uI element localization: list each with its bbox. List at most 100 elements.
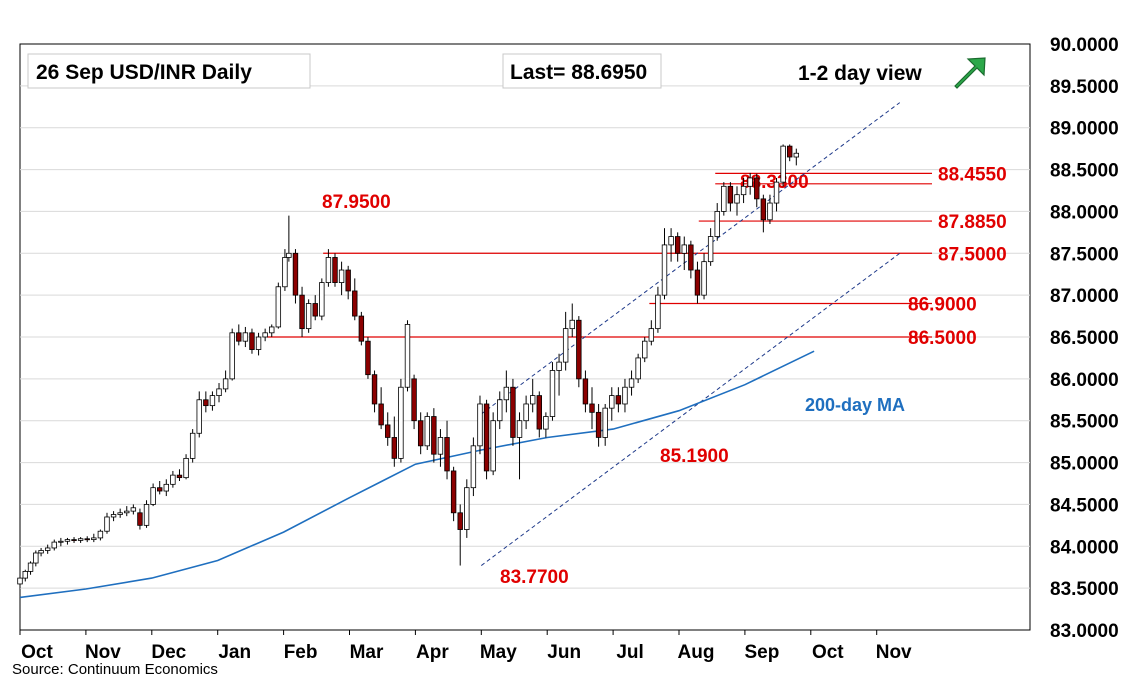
candle-body — [530, 395, 536, 405]
candle-body — [203, 399, 209, 407]
candle — [668, 228, 674, 262]
y-axis: 90.0000 89.5000 89.0000 88.5000 88.0000 87.50… — [1050, 35, 1119, 642]
candle-body — [622, 386, 628, 405]
candle — [589, 387, 595, 430]
candle — [137, 508, 143, 530]
y-tick-label: 86.5000 — [1050, 328, 1119, 349]
candle — [325, 249, 332, 287]
candle-body — [510, 386, 516, 438]
y-tick-label: 83.0000 — [1050, 621, 1119, 642]
candle — [124, 506, 130, 517]
candle-body — [628, 378, 635, 388]
candle-body — [754, 177, 760, 200]
candle-body — [483, 403, 490, 472]
candle — [229, 328, 235, 381]
candle-body — [163, 483, 169, 492]
candles — [17, 144, 800, 589]
x-tick-label: Sep — [744, 642, 779, 663]
candle-body — [64, 539, 71, 542]
candle-body — [417, 420, 424, 447]
candle — [549, 362, 556, 421]
candle-body — [305, 303, 312, 330]
level-label: 86.5000 — [908, 328, 977, 349]
candle — [648, 320, 655, 346]
candle-body — [536, 395, 542, 430]
x-tick-label: Feb — [284, 642, 318, 663]
candle — [503, 370, 510, 413]
candle-body — [450, 470, 457, 514]
candle-body — [497, 399, 503, 422]
candle — [58, 537, 64, 547]
candle — [391, 416, 398, 467]
candle — [22, 569, 28, 582]
level-label: 87.5000 — [938, 244, 1007, 265]
x-tick-label: Oct — [812, 642, 844, 663]
x-tick-label: Dec — [151, 642, 186, 663]
candle — [760, 194, 767, 233]
candle-body — [707, 236, 714, 263]
candle-body — [576, 319, 582, 380]
candle — [143, 500, 150, 528]
candle — [209, 391, 216, 411]
candle — [556, 353, 562, 396]
candle — [622, 378, 628, 413]
candle-body — [444, 437, 450, 472]
candle — [242, 326, 249, 348]
candle-body — [556, 361, 562, 371]
view-label: 1-2 day view — [798, 62, 922, 85]
candle-body — [71, 539, 77, 541]
candle — [51, 539, 57, 551]
x-axis: Oct Nov Dec Jan Feb Mar Apr May Jun Jul Aug Sep Oct N… — [19, 630, 912, 663]
x-tick-label: Mar — [350, 642, 384, 663]
x-tick-label: Jan — [218, 642, 251, 663]
y-tick-label: 86.0000 — [1050, 370, 1119, 391]
candle — [780, 144, 786, 187]
candle-body — [615, 395, 622, 405]
candle-body — [457, 512, 463, 530]
candle-body — [345, 269, 351, 292]
candle — [385, 412, 391, 446]
candle — [38, 547, 44, 557]
candle — [292, 249, 299, 304]
candle — [635, 353, 641, 384]
candle-body — [365, 340, 371, 376]
source-label: Source: Continuum Economics — [12, 661, 218, 678]
candle-body — [688, 244, 694, 271]
ma-line — [19, 350, 815, 599]
candle — [371, 370, 378, 413]
candle — [628, 370, 635, 396]
candle-body — [358, 315, 365, 342]
candle-body — [602, 407, 608, 438]
candle-body — [635, 357, 641, 380]
candle-body — [787, 145, 793, 158]
candle-body — [404, 324, 411, 388]
x-tick-label: Apr — [416, 642, 449, 663]
candle-body — [490, 420, 496, 472]
candle-body — [431, 416, 437, 455]
candle-body — [569, 319, 575, 330]
candle-body — [325, 257, 332, 283]
candle — [338, 261, 345, 296]
candle — [305, 299, 312, 333]
candle-body — [262, 332, 268, 338]
up-arrow-icon — [954, 57, 986, 89]
candle — [27, 561, 34, 575]
last-price-label: Last= 88.6950 — [510, 61, 647, 84]
candle — [497, 391, 503, 430]
candle — [655, 286, 661, 333]
candle-body — [338, 269, 345, 283]
candle — [33, 550, 39, 567]
candle-body — [477, 403, 483, 447]
candle — [615, 387, 622, 413]
candle-body — [668, 236, 674, 246]
candle — [286, 215, 292, 262]
candle-body — [352, 290, 358, 317]
x-tick-label: Oct — [21, 642, 53, 663]
candle — [64, 537, 71, 545]
candle — [176, 469, 183, 481]
annotation-label: 85.1900 — [660, 446, 729, 467]
candle-body — [734, 194, 740, 204]
candle-body — [183, 457, 189, 479]
candle-body — [332, 257, 338, 283]
